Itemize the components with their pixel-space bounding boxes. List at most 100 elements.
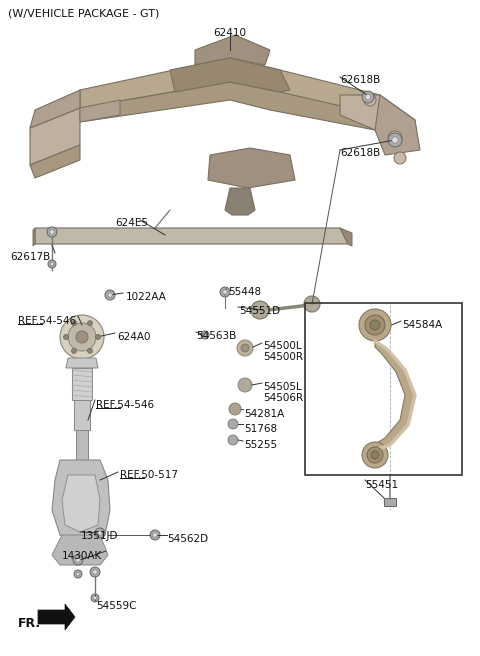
Circle shape: [394, 152, 406, 164]
Text: 54559C: 54559C: [96, 601, 136, 611]
Circle shape: [98, 531, 102, 535]
Circle shape: [48, 260, 56, 268]
Polygon shape: [208, 148, 295, 188]
Polygon shape: [384, 498, 396, 506]
Polygon shape: [38, 604, 75, 630]
Circle shape: [365, 315, 385, 335]
Polygon shape: [170, 58, 290, 92]
Circle shape: [76, 572, 80, 576]
Text: 62617B: 62617B: [10, 252, 50, 262]
Circle shape: [223, 290, 227, 295]
Circle shape: [72, 348, 76, 354]
Circle shape: [228, 435, 238, 445]
Polygon shape: [80, 82, 380, 130]
Text: 51768: 51768: [244, 424, 277, 434]
Circle shape: [50, 230, 54, 234]
Text: 54584A: 54584A: [402, 320, 442, 330]
Circle shape: [87, 321, 93, 325]
Text: 1430AK: 1430AK: [62, 551, 102, 561]
Text: 54505L: 54505L: [263, 382, 302, 392]
Circle shape: [362, 91, 374, 103]
Polygon shape: [66, 358, 98, 368]
Text: REF.54-546: REF.54-546: [96, 400, 154, 410]
Circle shape: [47, 227, 57, 237]
Text: 55448: 55448: [228, 287, 261, 297]
Circle shape: [237, 340, 253, 356]
Circle shape: [371, 451, 379, 459]
Circle shape: [365, 94, 371, 100]
Text: 54500R: 54500R: [263, 352, 303, 362]
Text: REF.50-517: REF.50-517: [120, 470, 178, 480]
Polygon shape: [225, 188, 255, 215]
Circle shape: [96, 335, 100, 340]
Text: 54281A: 54281A: [244, 409, 284, 419]
Circle shape: [91, 594, 99, 602]
Polygon shape: [62, 475, 100, 532]
Circle shape: [241, 344, 249, 352]
Text: 624E5: 624E5: [115, 218, 148, 228]
Bar: [305, 303, 462, 475]
Circle shape: [68, 323, 96, 351]
Polygon shape: [375, 95, 420, 155]
Text: 54500L: 54500L: [263, 341, 301, 351]
Circle shape: [63, 335, 69, 340]
Circle shape: [93, 596, 97, 600]
Polygon shape: [74, 400, 90, 430]
Circle shape: [201, 331, 209, 339]
Polygon shape: [35, 228, 348, 244]
Circle shape: [388, 133, 402, 147]
Circle shape: [370, 320, 380, 330]
Polygon shape: [80, 100, 120, 122]
Circle shape: [220, 287, 230, 297]
Polygon shape: [52, 460, 110, 545]
Polygon shape: [340, 95, 415, 145]
Text: 54563B: 54563B: [196, 331, 236, 341]
Text: 624A0: 624A0: [117, 332, 151, 342]
Text: REF.54-546: REF.54-546: [18, 316, 76, 326]
Text: 54506R: 54506R: [263, 393, 303, 403]
Text: 54551D: 54551D: [239, 306, 280, 316]
Polygon shape: [195, 35, 270, 65]
Polygon shape: [30, 108, 80, 165]
Polygon shape: [30, 145, 80, 178]
Circle shape: [72, 321, 76, 325]
Circle shape: [73, 555, 83, 565]
Text: 1351JD: 1351JD: [81, 531, 119, 541]
Polygon shape: [340, 228, 352, 246]
Polygon shape: [375, 341, 415, 450]
Circle shape: [229, 403, 241, 415]
Polygon shape: [30, 90, 80, 128]
Polygon shape: [52, 535, 108, 565]
Text: 55255: 55255: [244, 440, 277, 450]
Polygon shape: [33, 228, 35, 246]
Circle shape: [87, 348, 93, 354]
Text: 62618B: 62618B: [340, 148, 380, 158]
Circle shape: [362, 442, 388, 468]
Circle shape: [50, 262, 54, 266]
Polygon shape: [80, 58, 380, 115]
Text: 1022AA: 1022AA: [126, 292, 167, 302]
Text: FR.: FR.: [18, 617, 41, 630]
Text: 62410: 62410: [214, 28, 247, 38]
Text: (W/VEHICLE PACKAGE - GT): (W/VEHICLE PACKAGE - GT): [8, 8, 159, 18]
Circle shape: [238, 378, 252, 392]
Circle shape: [392, 137, 398, 143]
Circle shape: [359, 309, 391, 341]
Circle shape: [74, 570, 82, 578]
Circle shape: [90, 567, 100, 577]
Circle shape: [150, 530, 160, 540]
Circle shape: [105, 290, 115, 300]
Circle shape: [251, 301, 269, 319]
Circle shape: [364, 94, 376, 106]
Circle shape: [304, 296, 320, 312]
Polygon shape: [76, 430, 88, 460]
Circle shape: [76, 331, 88, 343]
Circle shape: [228, 419, 238, 429]
Polygon shape: [72, 368, 92, 400]
Circle shape: [388, 131, 402, 145]
Circle shape: [76, 558, 80, 562]
Circle shape: [60, 315, 104, 359]
Text: 62618B: 62618B: [340, 75, 380, 85]
Circle shape: [153, 533, 157, 537]
Circle shape: [108, 293, 112, 297]
